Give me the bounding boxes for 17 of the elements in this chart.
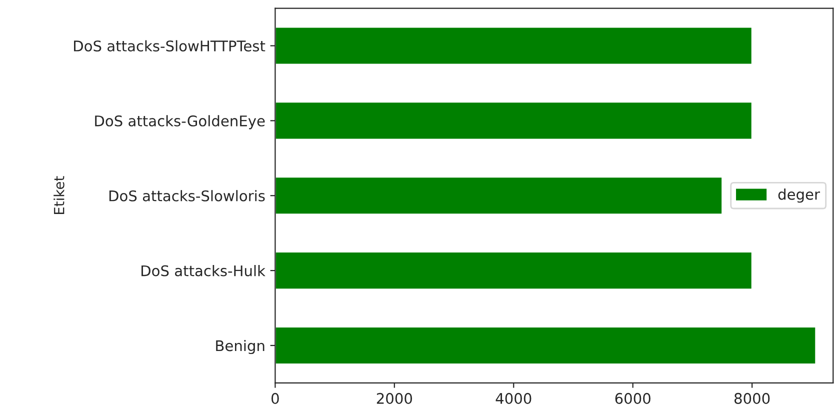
bar	[275, 101, 753, 140]
x-tick-label: 2000	[376, 392, 412, 404]
bar	[275, 26, 753, 66]
x-tick-label: 8000	[734, 392, 770, 404]
bar	[275, 176, 723, 216]
x-tick-label: 6000	[615, 392, 650, 404]
legend-label: deger	[778, 188, 820, 203]
y-tick-label: Benign	[216, 340, 264, 354]
y-tick-label: DoS attacks-SlowHTTPTest	[74, 40, 266, 52]
y-tick-label: DoS attacks-Hulk	[142, 265, 266, 276]
bar	[275, 326, 817, 365]
y-tick-label: DoS attacks-GoldenEye	[95, 115, 265, 130]
x-tick-label: 4000	[496, 392, 532, 404]
bar	[275, 251, 753, 290]
y-axis-title: Etiket	[54, 176, 64, 214]
y-tick-label: DoS attacks-Slowloris	[109, 190, 265, 202]
x-tick-label: 0	[272, 392, 279, 404]
